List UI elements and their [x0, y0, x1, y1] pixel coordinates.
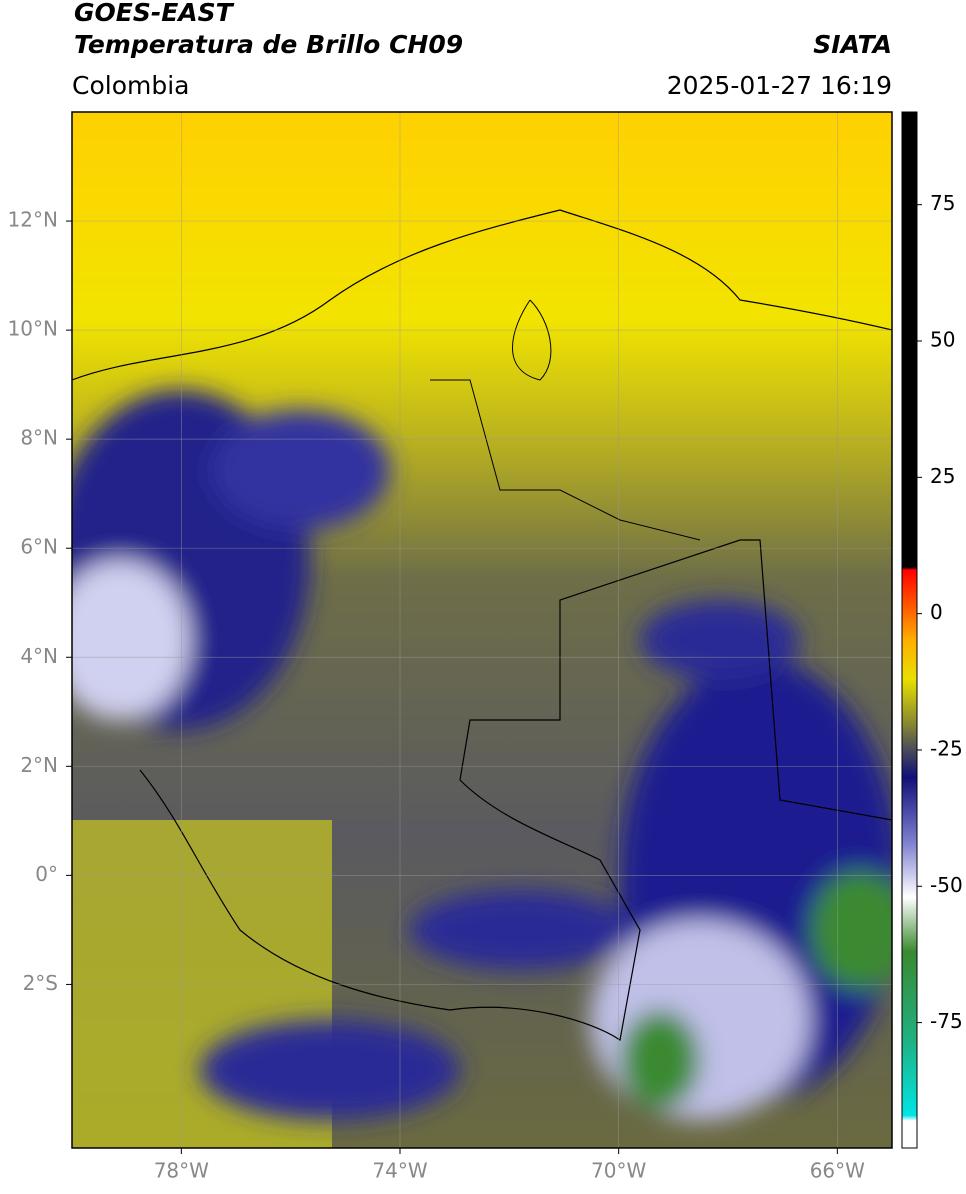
timestamp: 2025-01-27 16:19: [667, 71, 892, 100]
y-tick-label: 12°N: [8, 208, 58, 232]
y-tick-label: 8°N: [20, 426, 58, 450]
y-tick-label: 2°S: [23, 971, 58, 995]
y-tick-label: 4°N: [20, 644, 58, 668]
y-tick-label: 10°N: [8, 317, 58, 341]
title: GOES-EAST: [74, 0, 235, 27]
colorbar-tick-label: -25: [930, 736, 963, 760]
y-tick-label: 2°N: [20, 753, 58, 777]
colorbar-tick-label: -50: [930, 873, 963, 897]
colorbar-tick-label: 0: [930, 600, 943, 624]
x-tick-label: 74°W: [372, 1159, 427, 1183]
subtitle: Temperatura de Brillo CH09: [74, 30, 463, 59]
x-tick-label: 78°W: [154, 1159, 209, 1183]
colorbar-tick-label: 25: [930, 464, 955, 488]
region: Colombia: [72, 71, 189, 100]
source: SIATA: [813, 30, 892, 59]
map-frame: [71, 111, 893, 1149]
y-tick-label: 6°N: [20, 535, 58, 559]
y-tick-label: 0°: [35, 862, 58, 886]
colorbar: [901, 111, 918, 1149]
x-tick-label: 66°W: [810, 1159, 865, 1183]
x-tick-label: 70°W: [591, 1159, 646, 1183]
colorbar-tick-label: 75: [930, 191, 955, 215]
colorbar-tick-label: 50: [930, 328, 955, 352]
colorbar-tick-label: -75: [930, 1009, 963, 1033]
satellite-image: [72, 112, 892, 1148]
